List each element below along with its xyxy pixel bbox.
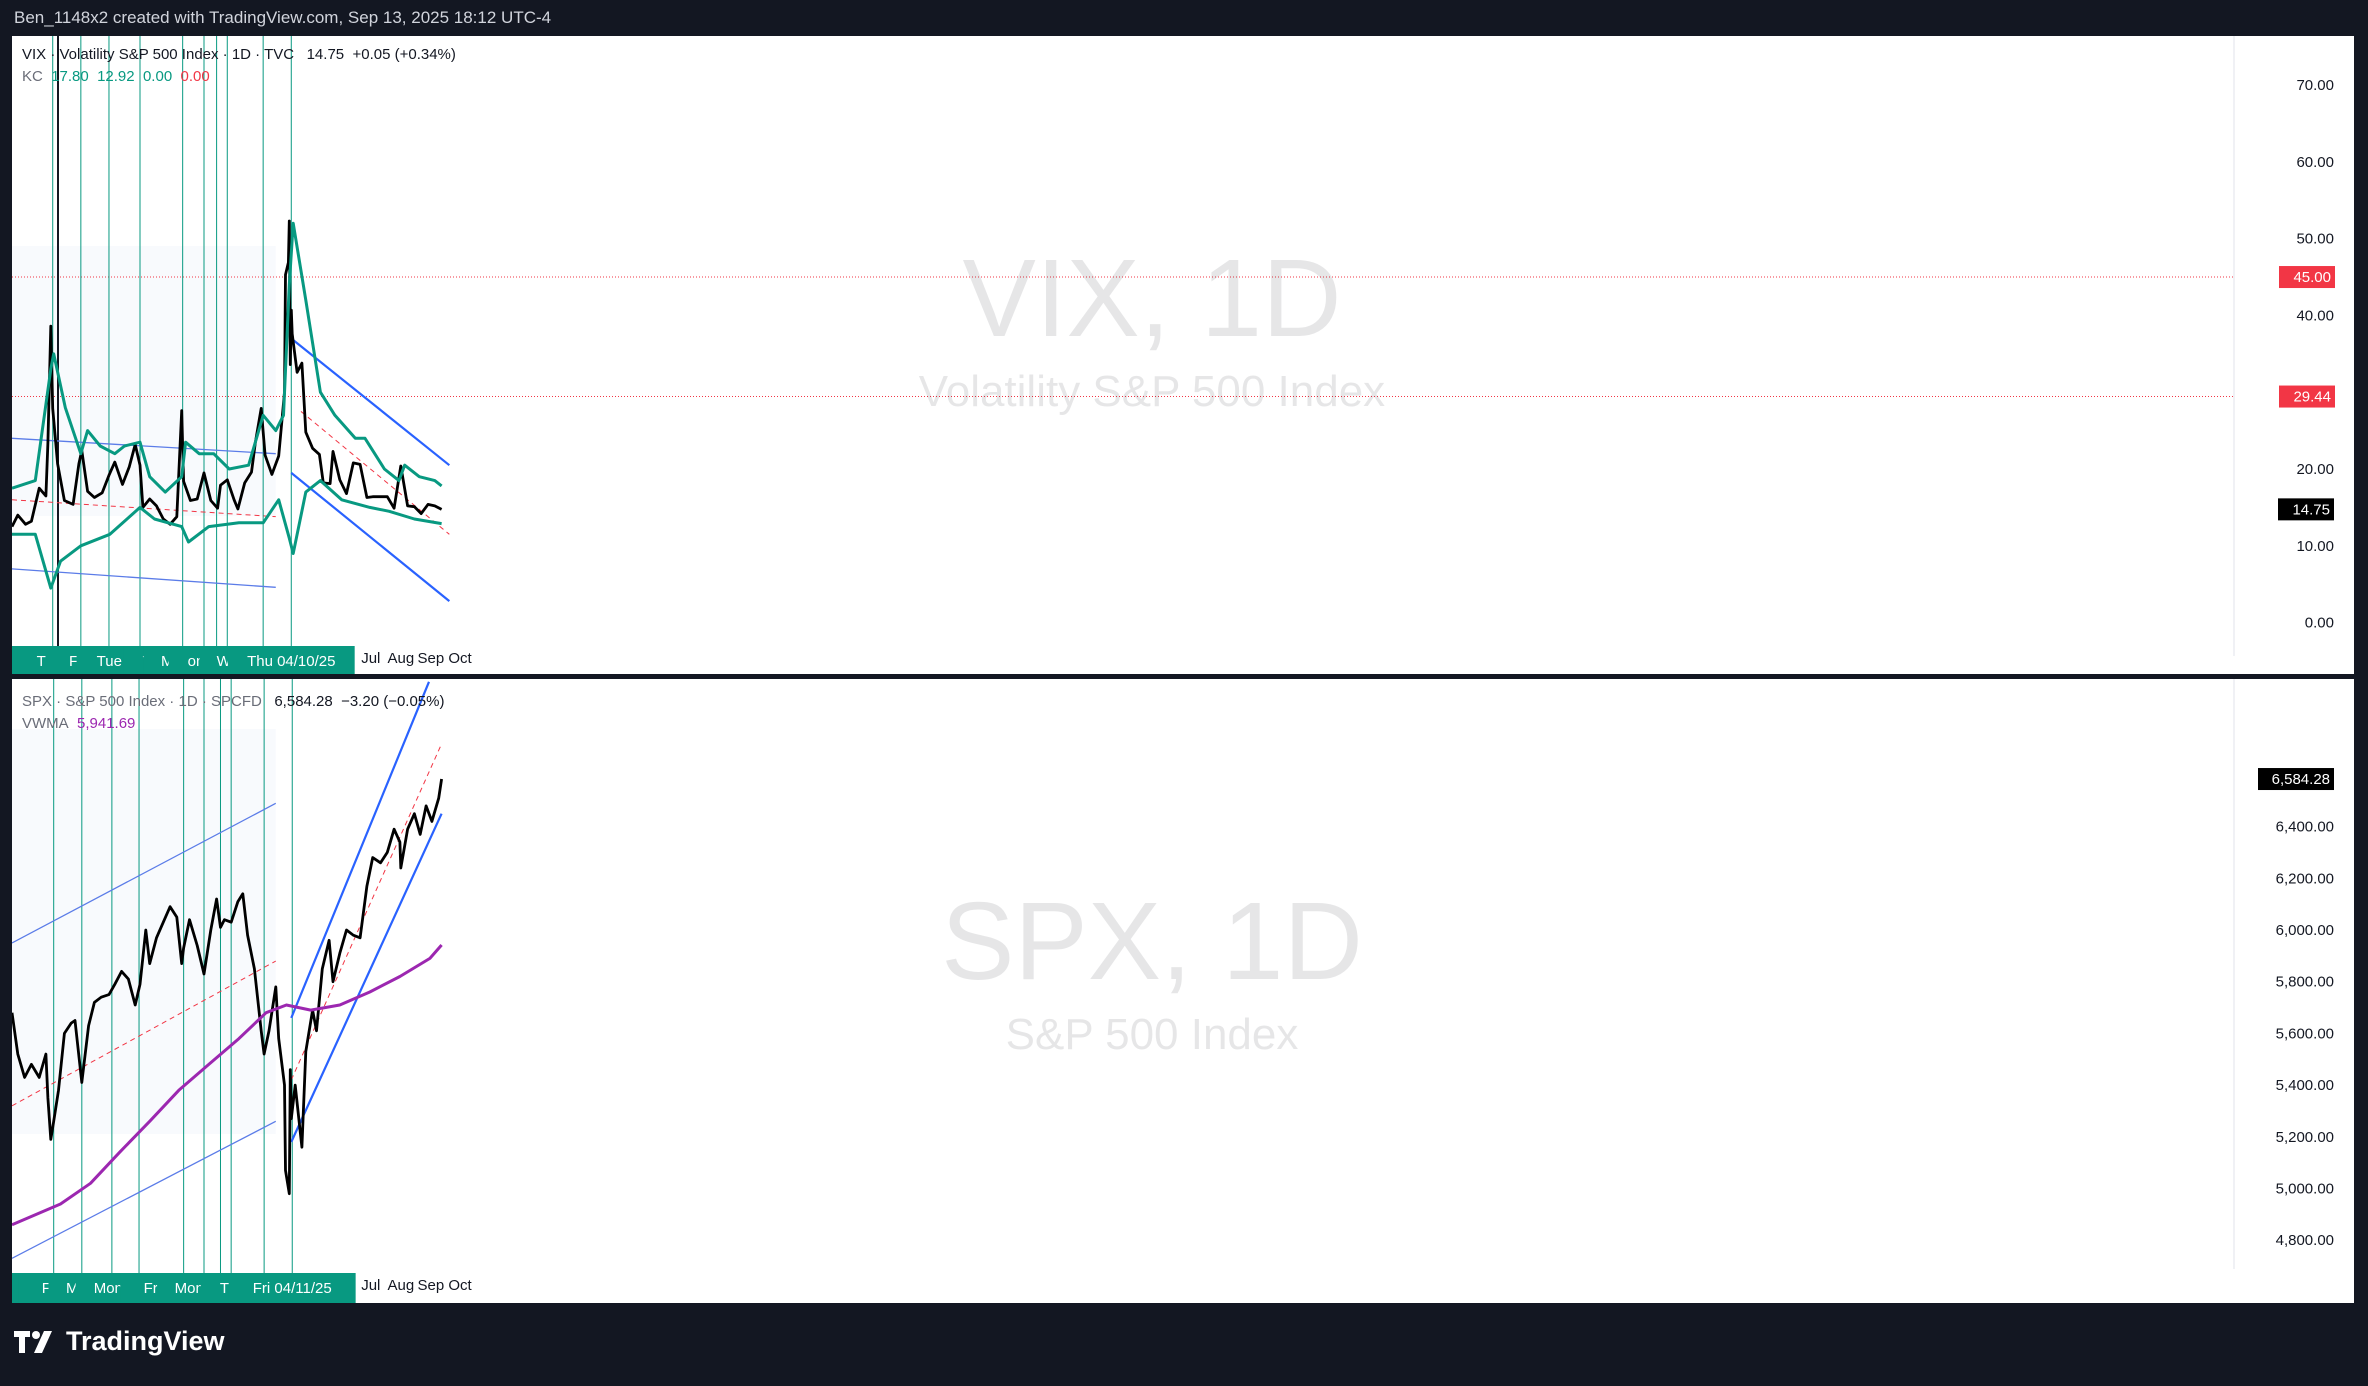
vix-symbol[interactable]: VIX · Volatility S&P 500 Index · 1D · TV… bbox=[22, 46, 295, 63]
price-line bbox=[12, 778, 443, 1196]
y-tick-label: 4,800.00 bbox=[2276, 1232, 2334, 1249]
x-tick-label: Aug bbox=[387, 1277, 414, 1294]
last-price-label: 14.75 bbox=[2292, 501, 2330, 518]
y-tick-label: 5,000.00 bbox=[2276, 1181, 2334, 1198]
x-tick-label: Sep bbox=[418, 1277, 445, 1294]
watermark: SPX, 1D bbox=[941, 880, 1363, 1003]
x-tick-label: Jul bbox=[361, 1277, 380, 1294]
vix-chart[interactable]: 0.0010.0020.0030.0040.0050.0060.0070.004… bbox=[12, 36, 2354, 674]
y-tick-label: 40.00 bbox=[2296, 307, 2334, 324]
range-shading bbox=[12, 246, 276, 516]
chart-credit: Ben_1148x2 created with TradingView.com,… bbox=[14, 8, 552, 27]
y-tick-label: 5,800.00 bbox=[2276, 974, 2334, 991]
trendline bbox=[12, 802, 277, 944]
y-tick-label: 20.00 bbox=[2296, 461, 2334, 478]
watermark: VIX, 1D bbox=[962, 237, 1341, 360]
y-tick-label: 5,600.00 bbox=[2276, 1025, 2334, 1042]
y-tick-label: 70.00 bbox=[2296, 77, 2334, 94]
tradingview-icon bbox=[14, 1330, 52, 1353]
spx-chart[interactable]: 4,800.00 5,000.00 5,200.00 5,400.00 5,600.00… bbox=[12, 679, 2354, 1303]
y-tick-label: 5,400.00 bbox=[2276, 1077, 2334, 1094]
trendline bbox=[290, 472, 451, 602]
vwma-name[interactable]: VWMA bbox=[22, 715, 69, 732]
kc-value-1: 17.80 bbox=[51, 68, 89, 85]
spx-legend: SPX · S&P 500 Index · 1D · SPCFD 6,584.2… bbox=[22, 691, 444, 735]
x-tick-label: Oct bbox=[448, 1277, 472, 1294]
trendline bbox=[290, 681, 430, 1019]
trendline bbox=[290, 743, 443, 1081]
trendline bbox=[290, 813, 443, 1143]
level-badge bbox=[2279, 385, 2335, 408]
trendline bbox=[12, 1120, 277, 1259]
brand-name: TradingView bbox=[66, 1326, 225, 1356]
date-marker-badge bbox=[227, 646, 355, 674]
y-tick-label: 60.00 bbox=[2296, 154, 2334, 171]
y-tick-label: 50.00 bbox=[2296, 231, 2334, 248]
level-label: 29.44 bbox=[2293, 389, 2331, 406]
trendline bbox=[290, 337, 451, 467]
keltner-band-line bbox=[12, 479, 442, 590]
x-tick-label: Jul bbox=[361, 650, 380, 667]
vix-legend: VIX · Volatility S&P 500 Index · 1D · TV… bbox=[22, 44, 456, 88]
kc-value-2: 12.92 bbox=[97, 68, 135, 85]
spx-change: −3.20 (−0.05%) bbox=[341, 693, 445, 710]
vix-last: 14.75 bbox=[306, 46, 345, 63]
vwma-value: 5,941.69 bbox=[77, 715, 136, 732]
last-price-label: 6,584.28 bbox=[2272, 771, 2330, 788]
vix-pane[interactable]: 0.0010.0020.0030.0040.0050.0060.0070.004… bbox=[12, 36, 2354, 674]
date-marker-label: Thu 04/10/25 bbox=[247, 653, 335, 670]
trendline bbox=[12, 499, 276, 518]
spx-pane[interactable]: 4,800.00 5,000.00 5,200.00 5,400.00 5,600.00… bbox=[12, 679, 2354, 1303]
vwma-line bbox=[12, 944, 443, 1227]
x-tick-label: Sep bbox=[418, 650, 445, 667]
kc-value-4: 0.00 bbox=[180, 68, 210, 85]
watermark-subtitle: S&P 500 Index bbox=[1006, 1010, 1299, 1059]
y-tick-label: 6,400.00 bbox=[2276, 819, 2334, 836]
x-tick-label: Oct bbox=[448, 650, 472, 667]
spx-last: 6,584.28 bbox=[274, 693, 333, 710]
last-price-badge bbox=[2258, 768, 2334, 791]
watermark-subtitle: Volatility S&P 500 Index bbox=[919, 367, 1385, 416]
vix-change: +0.05 (+0.34%) bbox=[352, 46, 456, 63]
level-label: 45.00 bbox=[2293, 269, 2331, 286]
y-tick-label: 5,200.00 bbox=[2276, 1129, 2334, 1146]
level-badge bbox=[2279, 266, 2335, 289]
y-tick-label: 0.00 bbox=[2305, 615, 2334, 632]
range-shading bbox=[12, 729, 276, 1134]
spx-symbol[interactable]: SPX · S&P 500 Index · 1D · SPCFD bbox=[22, 693, 262, 710]
last-price-badge bbox=[2278, 498, 2334, 521]
y-tick-label: 6,000.00 bbox=[2276, 922, 2334, 939]
y-tick-label: 6,200.00 bbox=[2276, 870, 2334, 887]
date-marker-badge bbox=[228, 1273, 356, 1303]
date-marker-label: Fri 04/11/25 bbox=[253, 1280, 332, 1297]
keltner-band-line bbox=[12, 221, 443, 494]
kc-value-3: 0.00 bbox=[142, 68, 173, 85]
kc-name[interactable]: KC bbox=[22, 68, 43, 85]
y-tick-label: 10.00 bbox=[2296, 538, 2334, 555]
x-tick-label: Aug bbox=[387, 650, 414, 667]
tradingview-logo[interactable]: TradingView bbox=[14, 1326, 225, 1357]
